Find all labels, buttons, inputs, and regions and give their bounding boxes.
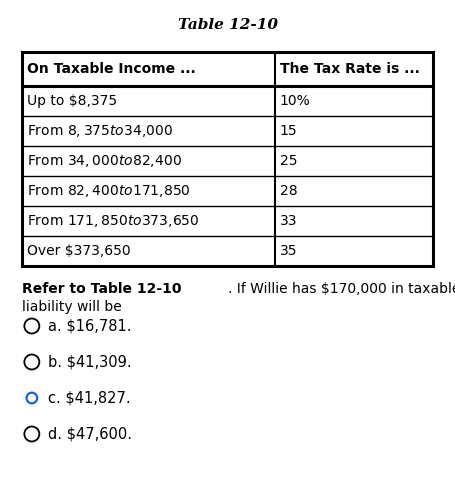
Text: 35: 35 bbox=[280, 244, 297, 258]
Text: 33: 33 bbox=[280, 214, 297, 228]
Text: From $82,400 to $171,850: From $82,400 to $171,850 bbox=[27, 183, 191, 199]
Text: The Tax Rate is ...: The Tax Rate is ... bbox=[280, 62, 420, 76]
Text: Over $373,650: Over $373,650 bbox=[27, 244, 131, 258]
Text: On Taxable Income ...: On Taxable Income ... bbox=[27, 62, 196, 76]
Text: b. $41,309.: b. $41,309. bbox=[48, 355, 131, 369]
Text: liability will be: liability will be bbox=[22, 300, 121, 314]
Text: From $34,000 to $82,400: From $34,000 to $82,400 bbox=[27, 153, 182, 169]
Text: From $8,375 to $34,000: From $8,375 to $34,000 bbox=[27, 123, 173, 139]
Text: . If Willie has $170,000 in taxable income, his tax: . If Willie has $170,000 in taxable inco… bbox=[228, 282, 455, 296]
Text: d. $47,600.: d. $47,600. bbox=[48, 427, 132, 441]
Text: Up to $8,375: Up to $8,375 bbox=[27, 94, 117, 108]
Text: 15: 15 bbox=[280, 124, 298, 138]
Circle shape bbox=[28, 395, 35, 401]
Text: 10%: 10% bbox=[280, 94, 311, 108]
Text: Table 12-10: Table 12-10 bbox=[177, 18, 278, 32]
Circle shape bbox=[24, 391, 39, 405]
Text: a. $16,781.: a. $16,781. bbox=[48, 318, 131, 334]
Text: 25: 25 bbox=[280, 154, 297, 168]
Text: 28: 28 bbox=[280, 184, 298, 198]
Text: From $171,850 to $373,650: From $171,850 to $373,650 bbox=[27, 213, 199, 229]
Text: c. $41,827.: c. $41,827. bbox=[48, 391, 131, 405]
Text: Refer to Table 12-10: Refer to Table 12-10 bbox=[22, 282, 182, 296]
Bar bbox=[22, 52, 433, 266]
